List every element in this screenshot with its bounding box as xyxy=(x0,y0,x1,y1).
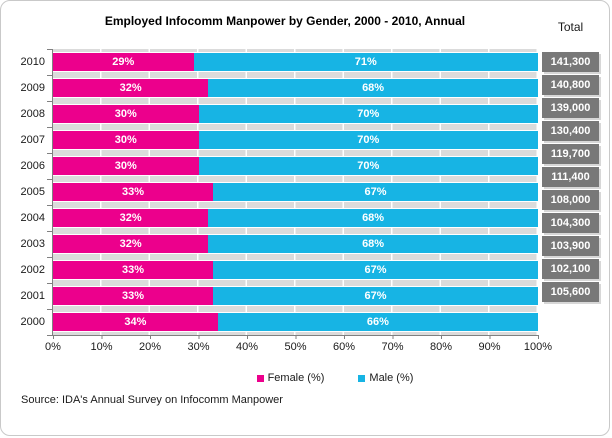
stacked-bar: 30% 70% xyxy=(53,130,538,150)
stacked-bar: 30% 70% xyxy=(53,104,538,124)
x-tick-label-80: 80% xyxy=(429,341,453,353)
y-axis-label-2005: 2005 xyxy=(20,186,45,198)
total-value-2007: 130,400 xyxy=(542,121,599,141)
female-segment: 33% xyxy=(53,183,214,201)
bar-row-2006: 30% 70% xyxy=(53,153,538,179)
legend-label: Male (%) xyxy=(369,372,414,384)
total-value-2010: 141,300 xyxy=(542,52,599,72)
y-axis-label-2004: 2004 xyxy=(20,212,45,224)
stacked-bar: 32% 68% xyxy=(53,78,538,98)
stacked-bar: 32% 68% xyxy=(53,208,538,228)
x-tick-label-100: 100% xyxy=(523,341,553,353)
female-segment: 30% xyxy=(53,105,199,123)
stacked-bar: 33% 67% xyxy=(53,286,538,306)
total-value-2009: 140,800 xyxy=(542,75,599,95)
bar-row-2005: 33% 67% xyxy=(53,179,538,205)
y-axis-label-2003: 2003 xyxy=(20,238,45,250)
y-axis-label-2002: 2002 xyxy=(20,264,45,276)
legend: Female (%) Male (%) xyxy=(61,372,609,384)
legend-label: Female (%) xyxy=(267,372,325,384)
y-axis-label-2008: 2008 xyxy=(20,108,45,120)
male-segment: 70% xyxy=(198,157,538,175)
y-axis-ticks xyxy=(47,49,52,336)
x-tick-label-10: 10% xyxy=(90,341,113,353)
bar-row-2000: 34% 66% xyxy=(53,309,538,335)
total-value-2001: 102,100 xyxy=(542,259,599,279)
male-segment: 70% xyxy=(198,131,538,149)
total-value-2005: 111,400 xyxy=(542,167,599,187)
totals-column: 141,300 140,800 139,000 130,400 119,700 111,4… xyxy=(542,49,599,305)
bar-row-2002: 33% 67% xyxy=(53,257,538,283)
female-segment: 33% xyxy=(53,287,214,305)
y-axis-label-2009: 2009 xyxy=(20,82,45,94)
total-value-2006: 119,700 xyxy=(542,144,599,164)
y-axis-label-2007: 2007 xyxy=(20,134,45,146)
female-segment: 32% xyxy=(53,209,209,227)
legend-item-female: Female (%) xyxy=(256,372,325,384)
female-swatch xyxy=(256,374,264,382)
x-tick-label-50: 50% xyxy=(284,341,307,353)
male-segment: 68% xyxy=(208,79,538,97)
chart-title: Employed Infocomm Manpower by Gender, 20… xyxy=(104,14,466,28)
x-axis-ticks xyxy=(53,335,539,339)
bar-row-2009: 32% 68% xyxy=(53,75,538,101)
y-axis-labels: 2010 2009 2008 2007 2006 2005 2004 2003 2002 2001… xyxy=(1,49,45,335)
total-value-2002: 103,900 xyxy=(542,236,599,256)
stacked-bar: 32% 68% xyxy=(53,234,538,254)
bar-row-2007: 30% 70% xyxy=(53,127,538,153)
total-value-2003: 104,300 xyxy=(542,213,599,233)
female-segment: 34% xyxy=(53,313,218,331)
male-segment: 67% xyxy=(213,261,538,279)
stacked-bar: 30% 70% xyxy=(53,156,538,176)
male-segment: 68% xyxy=(208,235,538,253)
total-value-2004: 108,000 xyxy=(542,190,599,210)
bar-row-2010: 29% 71% xyxy=(53,49,538,75)
stacked-bar: 29% 71% xyxy=(53,52,538,72)
y-axis-line xyxy=(52,49,53,336)
bar-row-2003: 32% 68% xyxy=(53,231,538,257)
bar-row-2008: 30% 70% xyxy=(53,101,538,127)
stacked-bar: 33% 67% xyxy=(53,182,538,202)
female-segment: 33% xyxy=(53,261,214,279)
female-segment: 30% xyxy=(53,131,199,149)
source-note: Source: IDA's Annual Survey on Infocomm … xyxy=(21,394,283,406)
x-axis-tick-labels: 0% 10% 20% 30% 40% 50% 60% 70% 80% 90% 100% xyxy=(1,341,609,355)
x-tick-label-20: 20% xyxy=(138,341,162,353)
female-segment: 30% xyxy=(53,157,199,175)
x-tick-label-30: 30% xyxy=(187,341,210,353)
x-tick-label-0: 0% xyxy=(45,341,61,353)
male-segment: 66% xyxy=(217,313,538,331)
female-segment: 32% xyxy=(53,235,209,253)
x-tick-label-90: 90% xyxy=(478,341,501,353)
bar-row-2004: 32% 68% xyxy=(53,205,538,231)
bar-row-2001: 33% 67% xyxy=(53,283,538,309)
total-value-2008: 139,000 xyxy=(542,98,599,118)
total-value-2000: 105,600 xyxy=(542,282,599,302)
male-segment: 70% xyxy=(198,105,538,123)
y-axis-label-2001: 2001 xyxy=(20,290,45,302)
x-tick-label-60: 60% xyxy=(332,341,356,353)
x-tick-label-70: 70% xyxy=(381,341,404,353)
y-axis-label-2010: 2010 xyxy=(20,56,45,68)
total-column-header: Total xyxy=(557,20,584,34)
y-axis-label-2006: 2006 xyxy=(20,160,45,172)
male-segment: 71% xyxy=(193,53,538,71)
male-segment: 67% xyxy=(213,183,538,201)
female-segment: 29% xyxy=(53,53,194,71)
y-axis-label-2000: 2000 xyxy=(20,316,45,328)
male-swatch xyxy=(358,374,366,382)
stacked-bar: 34% 66% xyxy=(53,312,538,332)
male-segment: 68% xyxy=(208,209,538,227)
plot-area: 29% 71% 32% 68% 30% 70% 30% 70% 30% 70% 33% 67% 32% 6… xyxy=(53,49,538,335)
x-tick-label-40: 40% xyxy=(235,341,259,353)
male-segment: 67% xyxy=(213,287,538,305)
stacked-bar: 33% 67% xyxy=(53,260,538,280)
legend-item-male: Male (%) xyxy=(358,372,413,384)
female-segment: 32% xyxy=(53,79,209,97)
